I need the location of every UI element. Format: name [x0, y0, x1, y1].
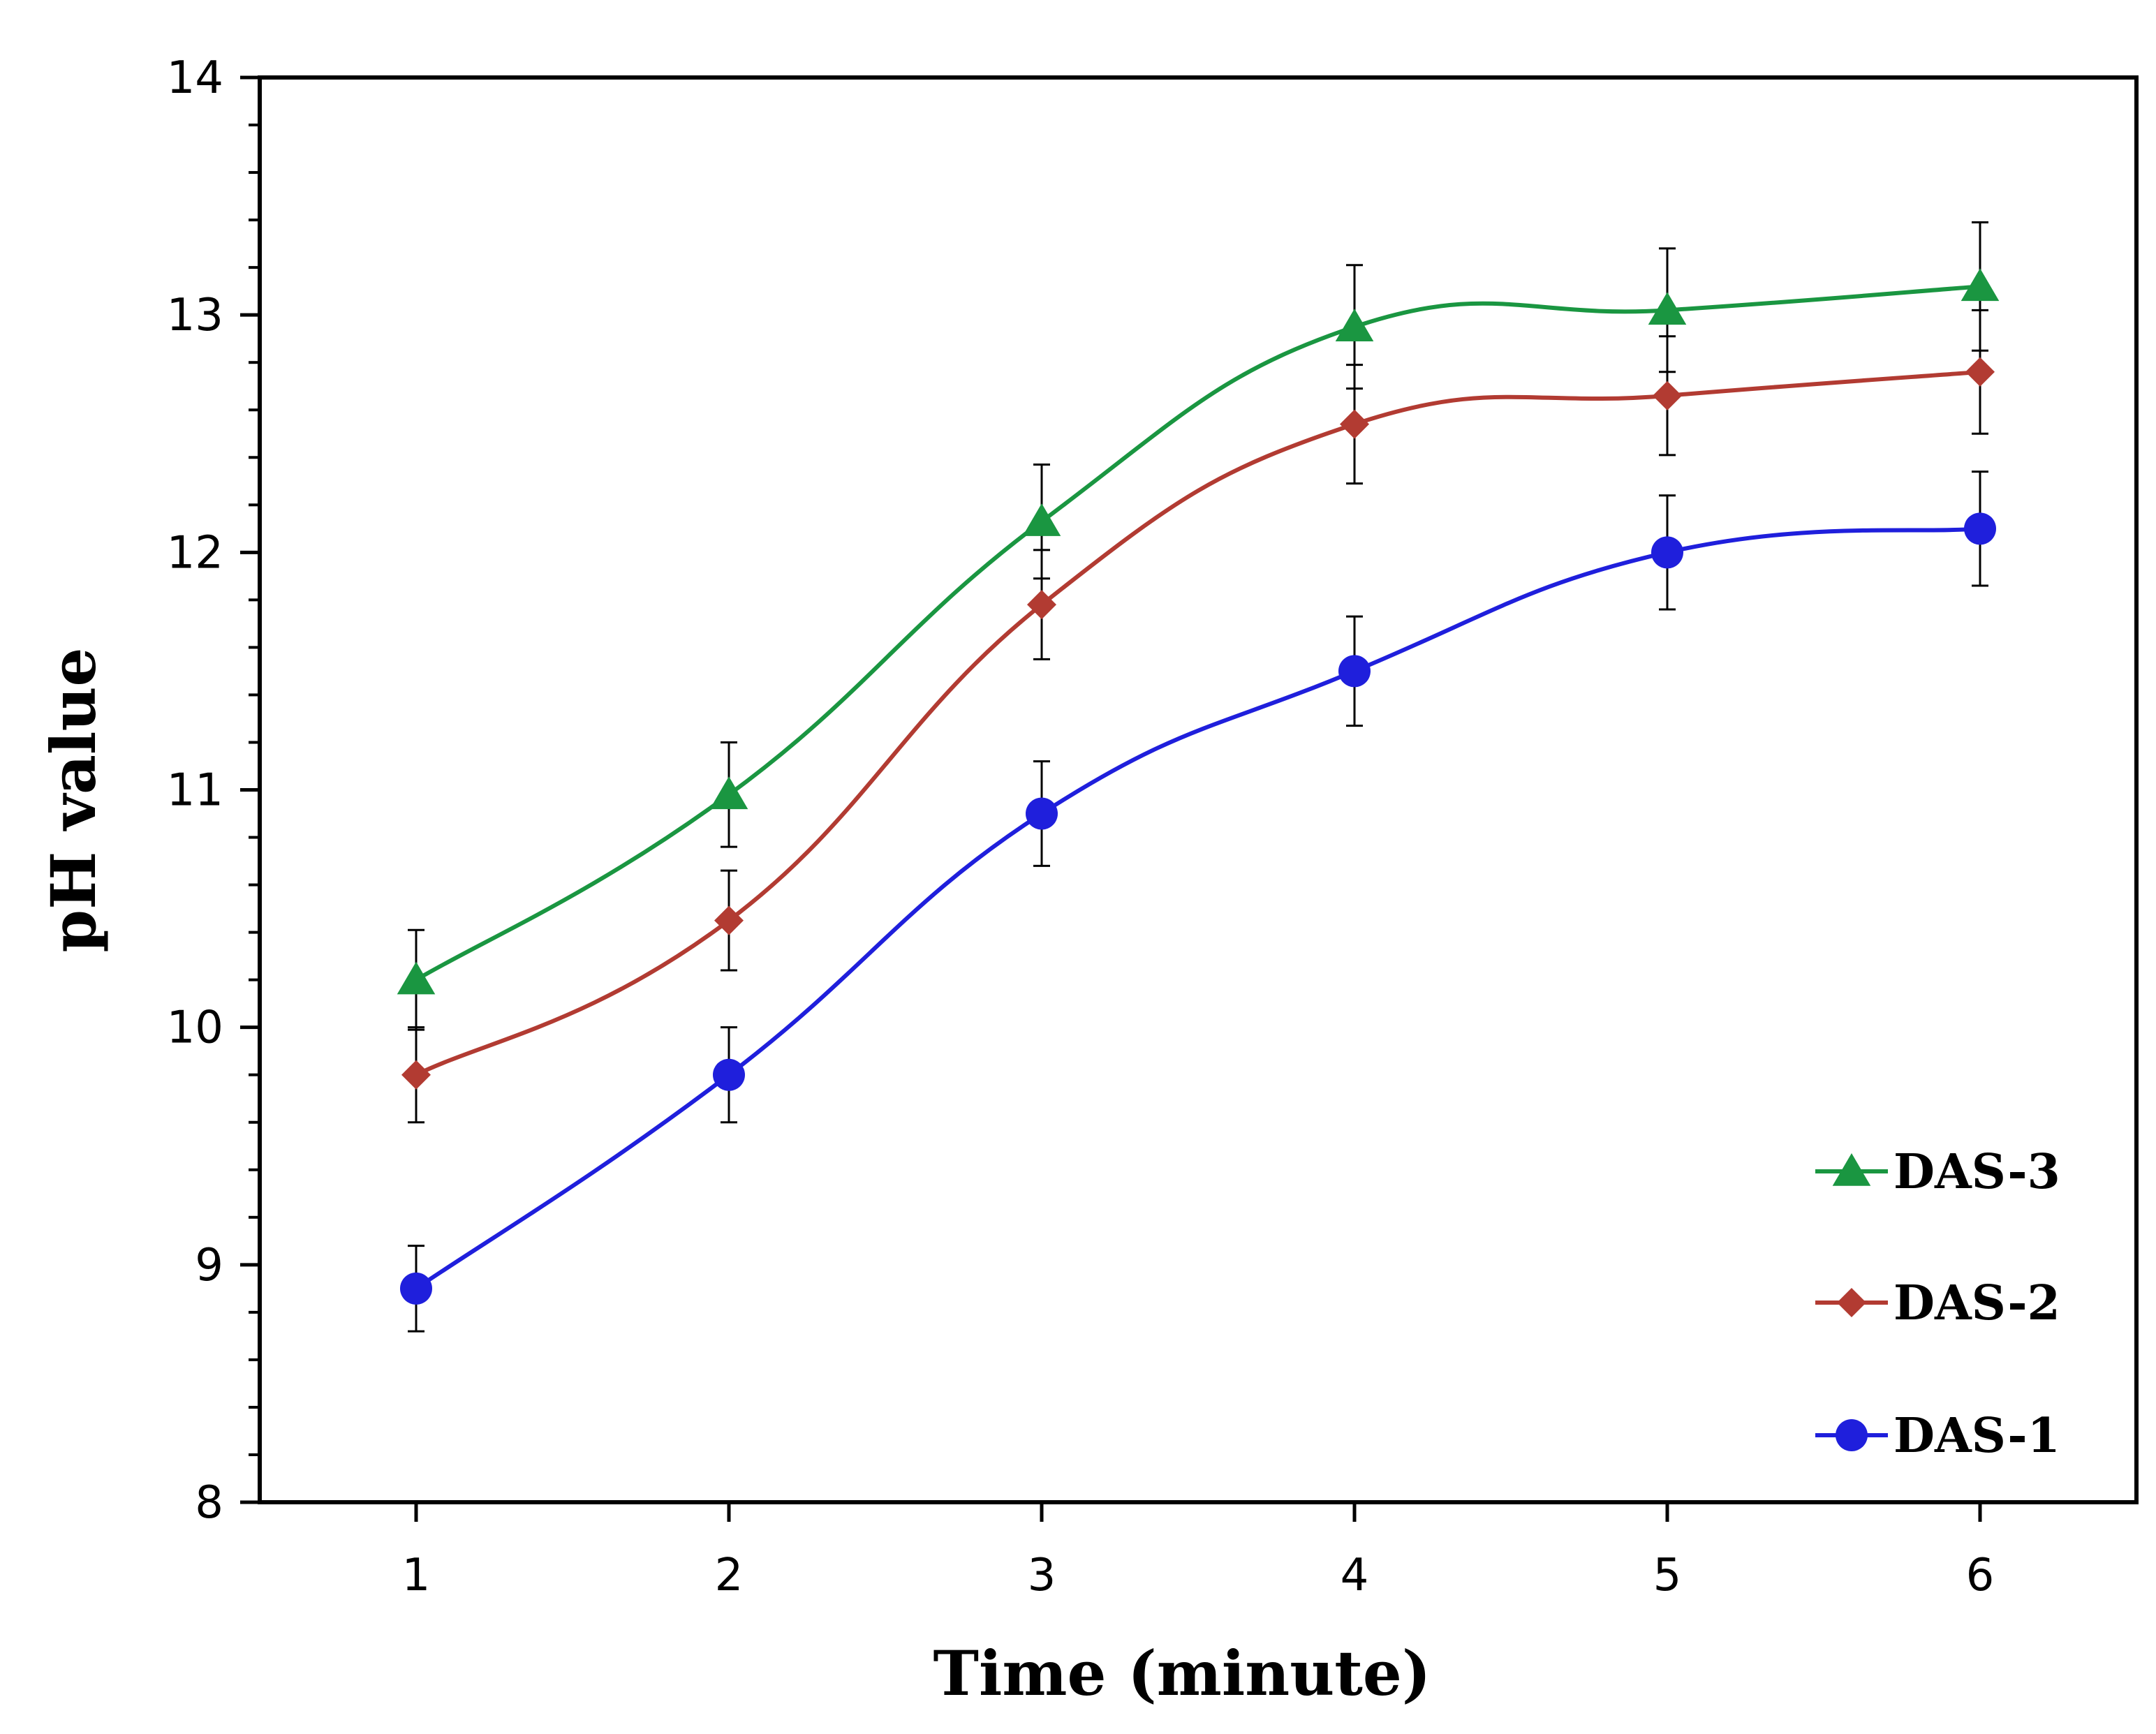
- y-tick-label: 9: [195, 1240, 223, 1291]
- das-2-point: [1965, 357, 1995, 387]
- x-tick-label: 5: [1653, 1550, 1682, 1601]
- das-3-legend-label: DAS-3: [1893, 1144, 2060, 1200]
- y-axis-title: pH value: [37, 648, 110, 953]
- das-2-line: [415, 369, 1981, 1077]
- x-tick-label: 3: [1028, 1550, 1056, 1601]
- das-1-point: [1651, 536, 1683, 569]
- das-2-point: [714, 905, 744, 935]
- das-2-legend-marker: [1837, 1288, 1866, 1317]
- das-3-point: [397, 961, 436, 995]
- y-tick-label: 14: [167, 52, 223, 104]
- x-axis-title: Time (minute): [933, 1637, 1431, 1710]
- x-tick-label: 4: [1341, 1550, 1369, 1601]
- das-2-legend-label: DAS-2: [1893, 1275, 2060, 1331]
- y-tick-label: 11: [167, 765, 223, 817]
- das-1-point: [1026, 797, 1058, 830]
- das-3-point: [709, 776, 748, 810]
- x-tick-label: 6: [1966, 1550, 1995, 1601]
- x-tick-label: 2: [715, 1550, 744, 1601]
- y-tick-label: 13: [167, 290, 223, 341]
- das-1-point: [1338, 655, 1371, 688]
- y-tick-label: 8: [195, 1477, 223, 1529]
- das-3-point: [1335, 309, 1374, 341]
- das-3-point: [1022, 503, 1061, 536]
- das-3-point: [1648, 292, 1687, 325]
- x-tick-label: 1: [402, 1550, 431, 1601]
- das-2-point: [401, 1060, 431, 1090]
- das-3-point: [1961, 268, 2000, 302]
- das-2-point: [1653, 380, 1682, 410]
- legend: DAS-3 DAS-2 DAS-1: [1815, 1144, 2060, 1464]
- das-1-line: [415, 526, 1981, 1291]
- das-1-legend-label: DAS-1: [1893, 1408, 2060, 1464]
- y-tick-label: 12: [167, 527, 223, 579]
- das-3-legend-marker: [1832, 1153, 1871, 1186]
- das-1-point: [400, 1272, 432, 1305]
- das-2-point: [1340, 409, 1369, 439]
- das-1-point: [713, 1058, 745, 1091]
- das-1-legend-marker: [1836, 1419, 1868, 1451]
- das-3-line: [415, 284, 1981, 982]
- y-tick-label: 10: [167, 1002, 223, 1054]
- das-1-point: [1964, 512, 1996, 545]
- das-2-point: [1027, 590, 1056, 620]
